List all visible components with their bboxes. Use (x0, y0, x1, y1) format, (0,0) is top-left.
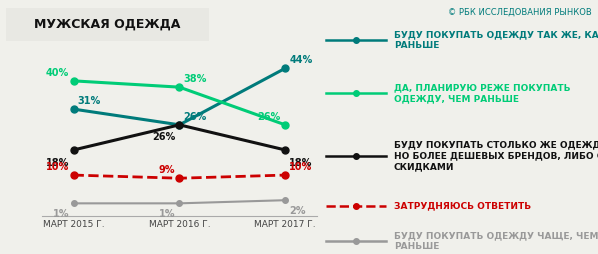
Text: 26%: 26% (184, 112, 207, 122)
Text: ЗАТРУДНЯЮСЬ ОТВЕТИТЬ: ЗАТРУДНЯЮСЬ ОТВЕТИТЬ (394, 202, 531, 211)
Text: МУЖСКАЯ ОДЕЖДА: МУЖСКАЯ ОДЕЖДА (35, 18, 181, 31)
Text: 2%: 2% (289, 206, 306, 216)
Text: 1%: 1% (53, 209, 69, 219)
Text: 38%: 38% (184, 74, 207, 84)
Text: 9%: 9% (158, 165, 175, 175)
Text: 31%: 31% (78, 96, 101, 106)
Text: 1%: 1% (158, 209, 175, 219)
Text: 44%: 44% (289, 55, 313, 66)
Text: © РБК ИССЛЕДОВАНИЯ РЫНКОВ: © РБК ИССЛЕДОВАНИЯ РЫНКОВ (448, 8, 592, 17)
Text: БУДУ ПОКУПАТЬ ОДЕЖДУ ТАК ЖЕ, КАК И
РАНЬШЕ: БУДУ ПОКУПАТЬ ОДЕЖДУ ТАК ЖЕ, КАК И РАНЬШ… (394, 30, 598, 50)
Text: 26%: 26% (258, 112, 281, 122)
Text: ДА, ПЛАНИРУЮ РЕЖЕ ПОКУПАТЬ
ОДЕЖДУ, ЧЕМ РАНЬШЕ: ДА, ПЛАНИРУЮ РЕЖЕ ПОКУПАТЬ ОДЕЖДУ, ЧЕМ Р… (394, 83, 570, 103)
Text: БУДУ ПОКУПАТЬ ОДЕЖДУ ЧАЩЕ, ЧЕМ
РАНЬШЕ: БУДУ ПОКУПАТЬ ОДЕЖДУ ЧАЩЕ, ЧЕМ РАНЬШЕ (394, 231, 598, 251)
Text: 26%: 26% (152, 132, 175, 142)
Text: 10%: 10% (289, 162, 313, 172)
Text: БУДУ ПОКУПАТЬ СТОЛЬКО ЖЕ ОДЕЖДЫ,
НО БОЛЕЕ ДЕШЕВЫХ БРЕНДОВ, ЛИБО СО
СКИДКАМИ: БУДУ ПОКУПАТЬ СТОЛЬКО ЖЕ ОДЕЖДЫ, НО БОЛЕ… (394, 140, 598, 171)
Text: 18%: 18% (46, 157, 69, 168)
Text: 40%: 40% (46, 68, 69, 78)
Text: 18%: 18% (289, 157, 313, 168)
Text: 10%: 10% (46, 162, 69, 172)
